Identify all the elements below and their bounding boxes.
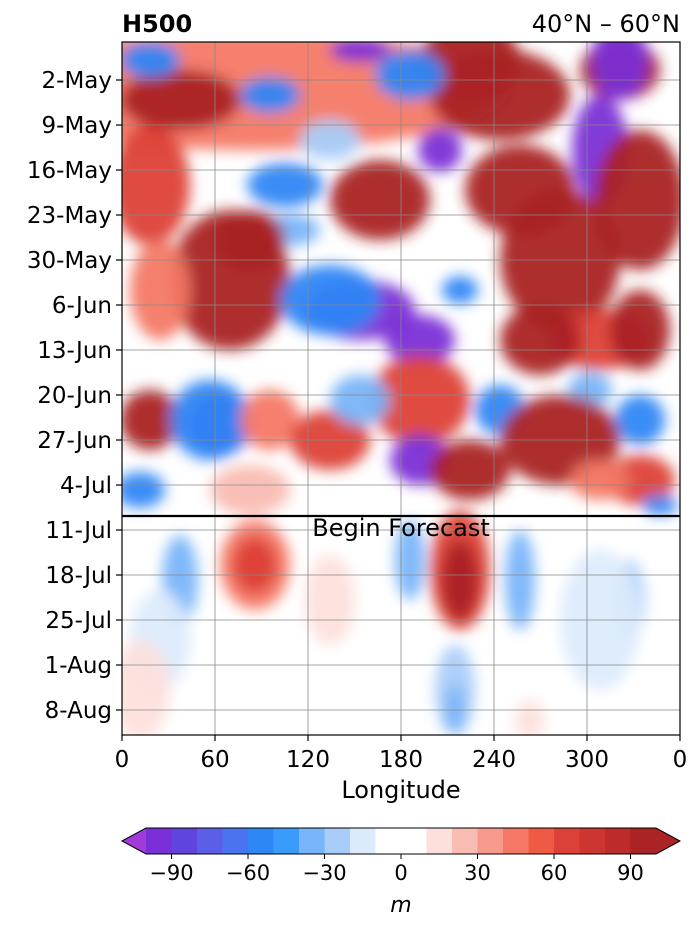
colorbar-tick-label: 90	[617, 861, 644, 885]
colorbar-segment	[426, 828, 453, 854]
colorbar-segment	[248, 828, 274, 854]
x-tick-label: 0	[115, 747, 130, 773]
x-tick-label: 60	[200, 747, 229, 773]
y-tick-label: 16-May	[27, 158, 112, 184]
chart-title-right: 40°N – 60°N	[532, 10, 680, 38]
colorbar-label: m	[390, 893, 411, 918]
chart-title-left: H500	[122, 10, 192, 38]
y-tick-label: 20-Jun	[37, 383, 112, 409]
y-tick-label: 9-May	[42, 113, 112, 139]
colorbar-segment	[273, 828, 300, 854]
colorbar-tick-label: −90	[149, 861, 193, 885]
colorbar-extend-low	[122, 828, 146, 854]
y-tick-label: 4-Jul	[60, 473, 112, 499]
colorbar-outline	[120, 827, 682, 855]
y-tick-label: 8-Aug	[45, 698, 112, 724]
colorbar-segment	[554, 828, 580, 854]
colorbar-segment	[171, 828, 198, 854]
colorbar-segment	[324, 828, 351, 854]
y-tick-label: 2-May	[42, 68, 112, 94]
x-axis: 0 60 120 180 240 300 0	[115, 735, 688, 773]
colorbar-segment	[630, 828, 657, 854]
grid-lines	[122, 42, 680, 735]
colorbar-segment	[350, 828, 376, 854]
colorbar-segment	[375, 828, 427, 854]
colorbar-tick-label: 0	[394, 861, 407, 885]
y-tick-label: 27-Jun	[37, 428, 112, 454]
colorbar-tick-label: −30	[302, 861, 346, 885]
colorbar: −90 −60 −30 0 30 60 90	[120, 827, 682, 885]
colorbar-segment	[299, 828, 325, 854]
x-tick-label: 0	[673, 747, 688, 773]
x-tick-label: 120	[286, 747, 330, 773]
colorbar-segment	[452, 828, 478, 854]
y-axis: 2-May 9-May 16-May 23-May 30-May 6-Jun 13-Jun 2…	[27, 68, 122, 724]
colorbar-tick-label: 60	[541, 861, 568, 885]
x-tick-label: 300	[565, 747, 609, 773]
y-tick-label: 11-Jul	[45, 518, 112, 544]
colorbar-extend-high	[656, 828, 680, 854]
x-axis-title: Longitude	[341, 776, 460, 804]
colorbar-segment	[197, 828, 223, 854]
x-tick-label: 240	[472, 747, 516, 773]
colorbar-segment	[528, 828, 555, 854]
x-tick-label: 180	[379, 747, 423, 773]
anomaly-field	[122, 42, 680, 735]
colorbar-segment	[605, 828, 631, 854]
colorbar-segment	[579, 828, 606, 854]
y-tick-label: 1-Aug	[45, 653, 112, 679]
colorbar-tick-label: −60	[226, 861, 270, 885]
y-tick-label: 30-May	[27, 248, 112, 274]
y-tick-label: 25-Jul	[45, 608, 112, 634]
y-tick-label: 23-May	[27, 203, 112, 229]
colorbar-segment	[503, 828, 529, 854]
colorbar-segment	[222, 828, 249, 854]
y-tick-label: 6-Jun	[52, 293, 112, 319]
colorbar-segment	[477, 828, 504, 854]
colorbar-segment	[146, 828, 172, 854]
colorbar-tick-label: 30	[464, 861, 491, 885]
y-tick-label: 13-Jun	[37, 338, 112, 364]
forecast-annotation: Begin Forecast	[312, 514, 490, 542]
y-tick-label: 18-Jul	[45, 563, 112, 589]
